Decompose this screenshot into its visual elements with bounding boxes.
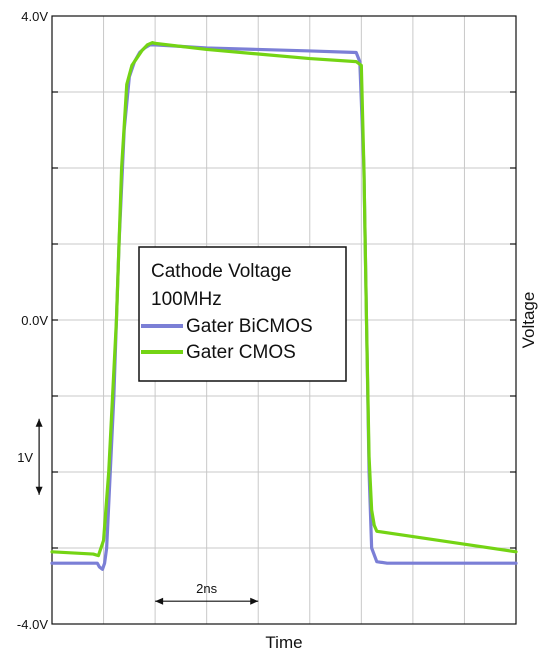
series-line-gater-cmos <box>50 40 518 558</box>
arrow-head <box>155 597 164 605</box>
y-tick-label: -4.0V <box>17 617 48 632</box>
arrow-head <box>250 597 259 605</box>
arrow-head <box>35 418 43 427</box>
x-axis-label: Time <box>265 633 302 652</box>
y-tick-label: 0.0V <box>21 313 48 328</box>
legend-title-line: 100MHz <box>151 289 222 310</box>
scale-label-2ns: 2ns <box>196 581 217 596</box>
legend-title-line: Cathode Voltage <box>151 261 292 282</box>
scale-label-1v: 1V <box>17 450 33 465</box>
arrow-head <box>35 486 43 495</box>
y-tick-label: 4.0V <box>21 9 48 24</box>
legend-box <box>138 246 347 382</box>
y-ticks: 4.0V 0.0V -4.0V <box>17 9 516 632</box>
annotations: 1V 2ns <box>17 418 259 605</box>
legend-entry-label: Gater CMOS <box>186 342 296 363</box>
series-lines <box>50 40 518 571</box>
legend: Cathode Voltage 100MHz Gater BiCMOS Gater C… <box>138 246 347 382</box>
legend-entry-label: Gater BiCMOS <box>186 316 313 337</box>
y-axis-label: Voltage <box>519 292 538 349</box>
